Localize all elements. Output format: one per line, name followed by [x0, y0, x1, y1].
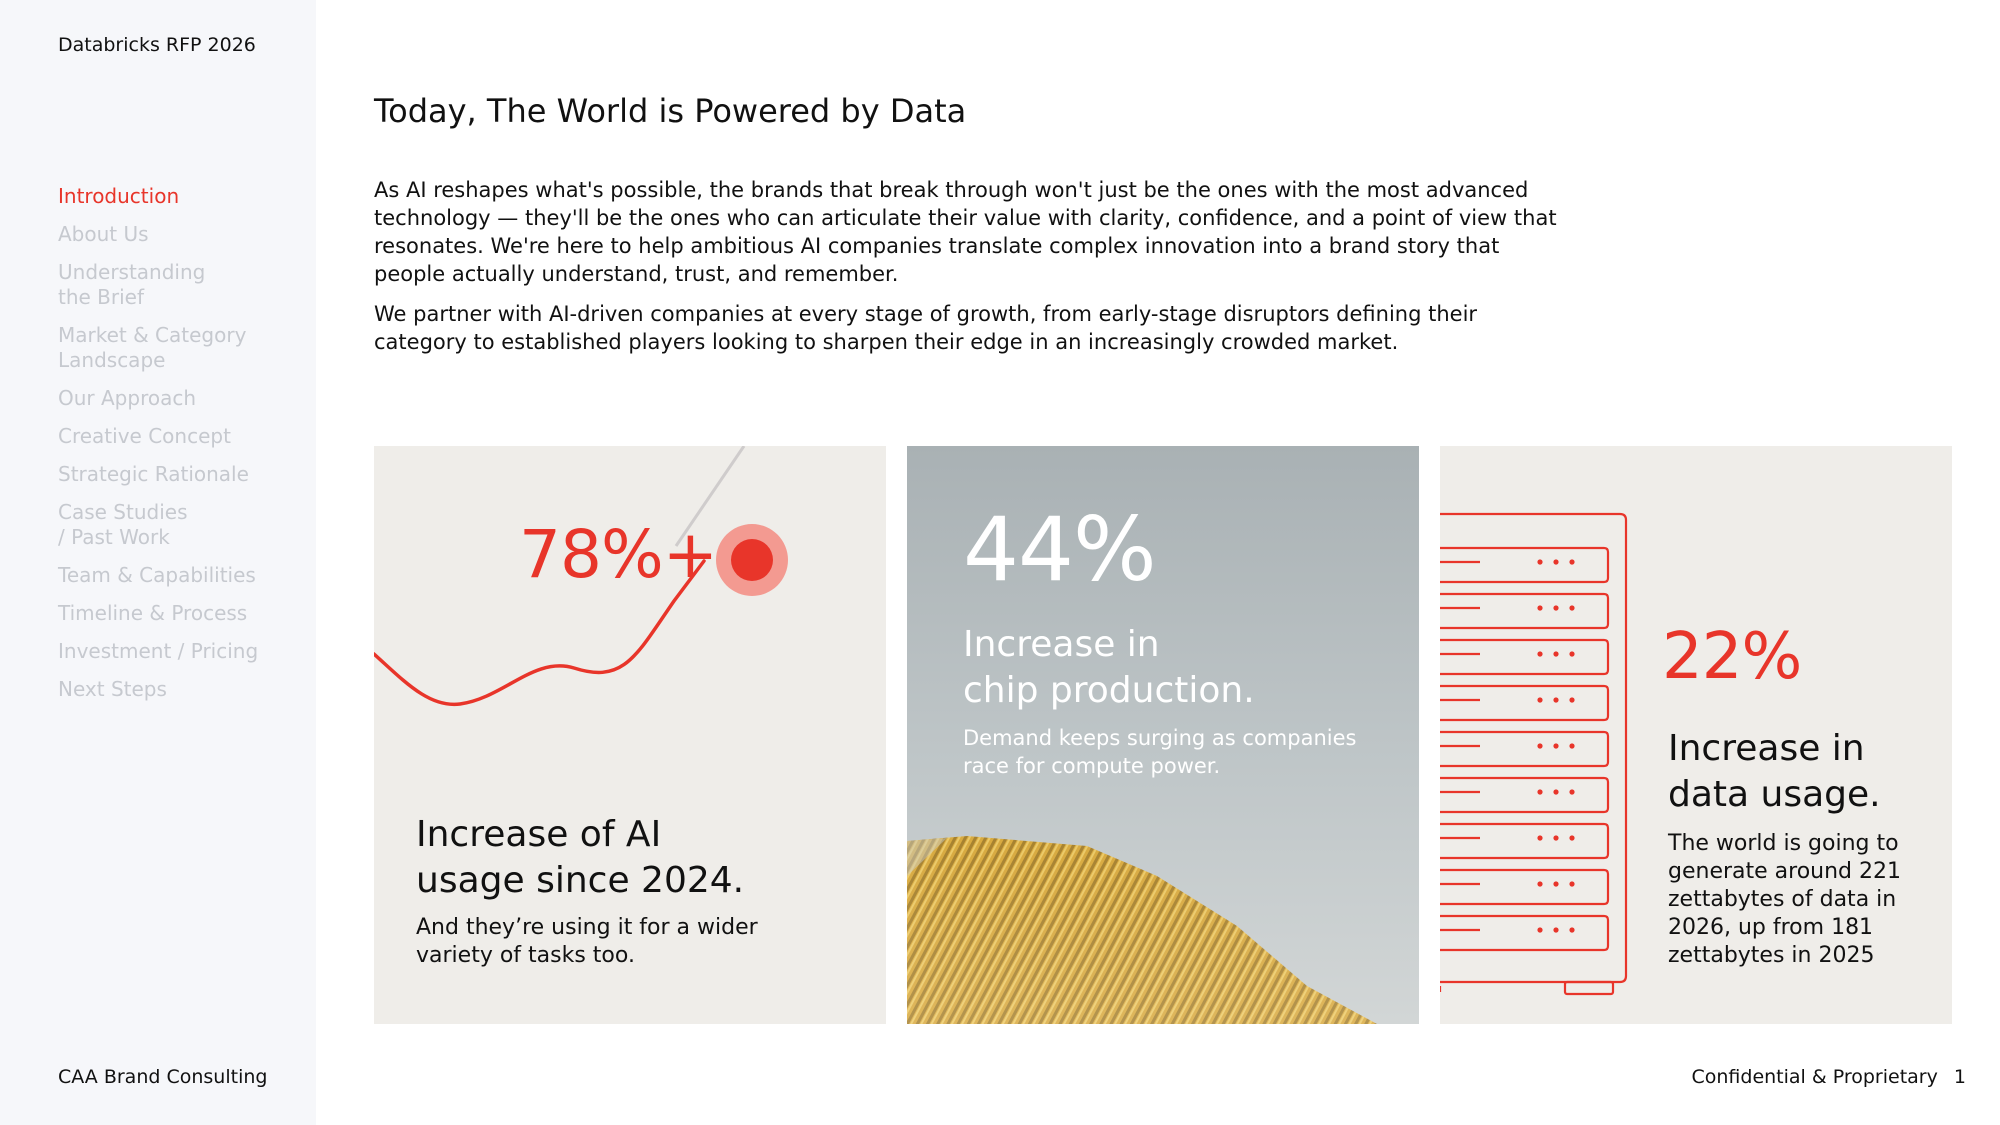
stat-value: 78%+ — [519, 516, 718, 593]
stat-card-data-usage: 22% Increase in data usage. The world is… — [1440, 446, 1952, 1024]
page-title: Today, The World is Powered by Data — [374, 92, 967, 130]
stat-value: 44% — [963, 498, 1157, 601]
page-number: 1 — [1953, 1066, 1966, 1088]
sidebar: Databricks RFP 2026 Introduction About U… — [0, 0, 316, 1125]
nav-item-next-steps[interactable]: Next Steps — [58, 677, 167, 701]
document-name: Databricks RFP 2026 — [58, 34, 256, 56]
nav-item-timeline-process[interactable]: Timeline & Process — [58, 601, 248, 625]
nav-item-introduction[interactable]: Introduction — [58, 184, 180, 208]
intro-paragraph-1: As AI reshapes what's possible, the bran… — [374, 178, 1557, 286]
stat-heading: Increase in chip production. — [963, 624, 1255, 711]
stat-value: 22% — [1662, 620, 1802, 694]
stat-heading: Increase in data usage. — [1668, 728, 1881, 815]
highlight-dot — [731, 539, 773, 581]
server-rack-icon — [1440, 512, 1628, 996]
stat-description: The world is going to generate around 22… — [1668, 831, 1901, 968]
nav-item-our-approach[interactable]: Our Approach — [58, 386, 197, 410]
stat-heading: Increase of AI usage since 2024. — [416, 814, 745, 901]
stat-card-ai-usage: 78%+ Increase of AI usage since 2024. An… — [374, 446, 886, 1024]
confidential-label: Confidential & Proprietary — [1691, 1066, 1938, 1088]
growth-line-graphic — [374, 446, 788, 707]
stat-card-chip-production: 44% Increase in chip production. Demand … — [907, 446, 1419, 1024]
intro-text: As AI reshapes what's possible, the bran… — [374, 176, 1574, 368]
chip-pins-photo — [907, 836, 1377, 1024]
intro-paragraph-2: We partner with AI-driven companies at e… — [374, 302, 1478, 354]
nav-item-creative-concept[interactable]: Creative Concept — [58, 424, 231, 448]
page-footer: Confidential & Proprietary 1 — [1681, 1066, 1966, 1088]
agency-name: CAA Brand Consulting — [58, 1066, 268, 1088]
section-nav: Introduction About Us Understanding the … — [58, 184, 298, 715]
nav-item-strategic-rationale[interactable]: Strategic Rationale — [58, 462, 249, 486]
nav-item-team-capabilities[interactable]: Team & Capabilities — [58, 563, 256, 587]
nav-item-about-us[interactable]: About Us — [58, 222, 149, 246]
nav-item-understanding-the-brief[interactable]: Understanding the Brief — [58, 260, 206, 309]
nav-item-investment-pricing[interactable]: Investment / Pricing — [58, 639, 259, 663]
stat-description: And they’re using it for a wider variety… — [416, 915, 758, 968]
nav-item-case-studies[interactable]: Case Studies / Past Work — [58, 500, 188, 549]
nav-item-market-category-landscape[interactable]: Market & Category Landscape — [58, 323, 247, 372]
stat-description: Demand keeps surging as companies race f… — [963, 726, 1357, 778]
